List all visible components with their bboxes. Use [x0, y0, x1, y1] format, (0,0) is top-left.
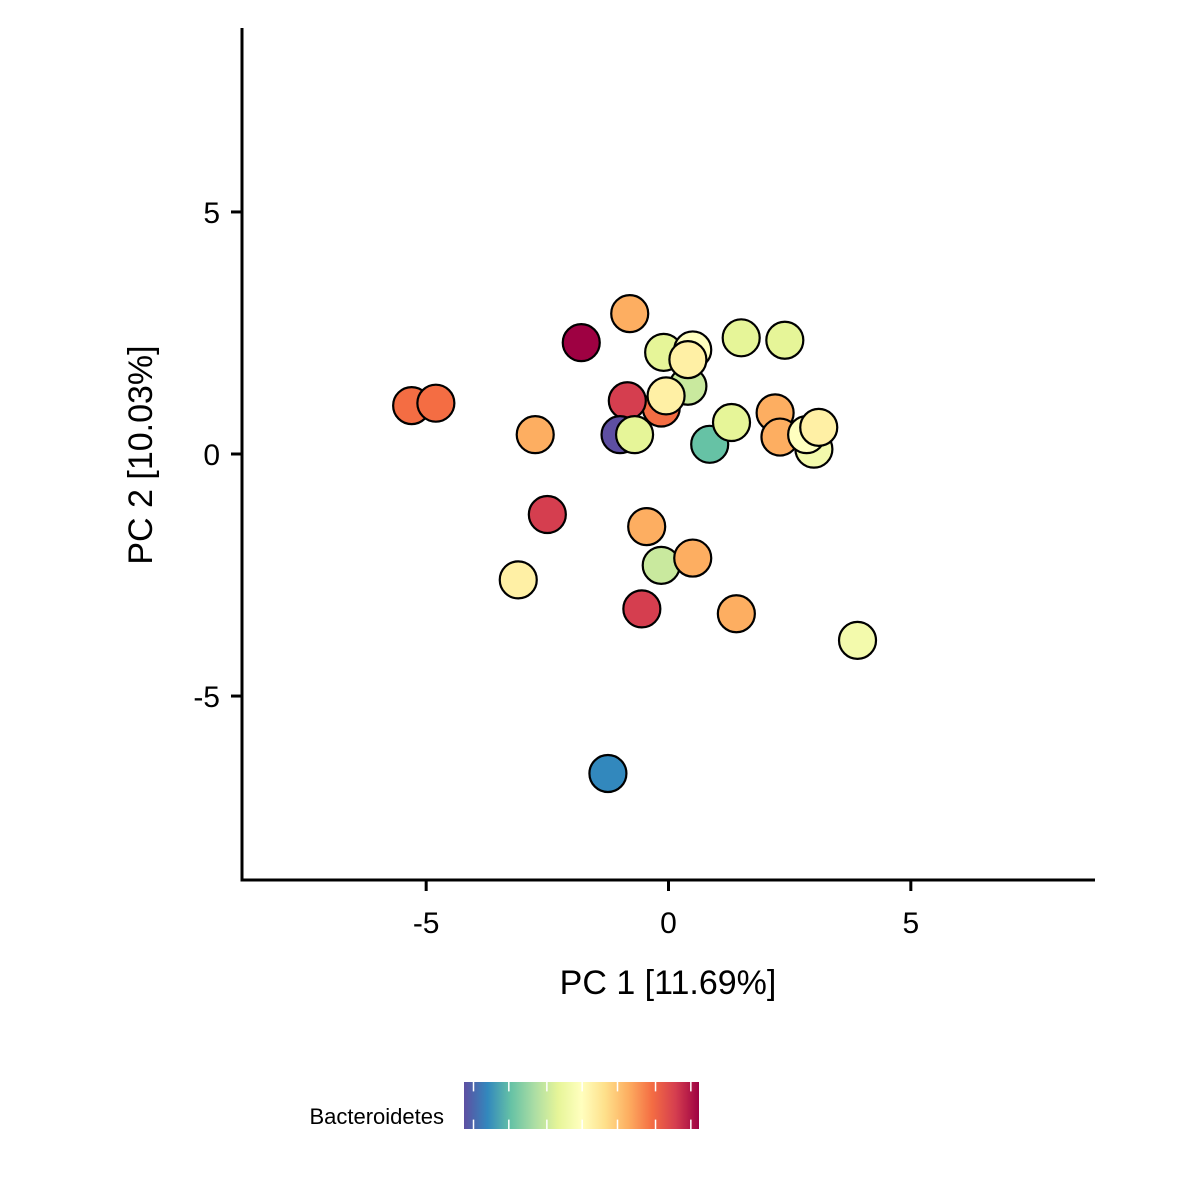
- data-point: [622, 589, 662, 629]
- y-tick-label: 0: [203, 439, 220, 472]
- plot-area: [392, 294, 878, 794]
- data-point: [515, 415, 555, 455]
- data-point: [837, 620, 878, 660]
- data-point: [607, 381, 647, 421]
- y-tick-label: 5: [203, 197, 220, 230]
- x-axis-ticks: -5 0 5: [413, 880, 919, 940]
- y-axis-title: PC 2 [10.03%]: [122, 345, 160, 564]
- data-point: [799, 407, 839, 447]
- x-tick-label: -5: [413, 907, 440, 940]
- data-point: [668, 340, 708, 380]
- data-point: [561, 323, 601, 363]
- data-point: [716, 594, 756, 634]
- x-axis-title: PC 1 [11.69%]: [560, 964, 777, 1002]
- data-point: [588, 753, 628, 794]
- data-point: [765, 320, 805, 360]
- x-tick-label: 5: [902, 907, 919, 940]
- data-point: [614, 415, 655, 455]
- data-point: [416, 383, 456, 423]
- legend-title: Bacteroidetes: [309, 1104, 444, 1129]
- colorbar-ticks: [472, 1082, 692, 1129]
- y-tick-label: -5: [193, 681, 220, 714]
- data-point: [627, 507, 667, 547]
- data-point: [498, 560, 538, 600]
- colorbar-legend: Bacteroidetes: [309, 1082, 699, 1129]
- data-point: [610, 294, 650, 334]
- data-point: [711, 402, 752, 443]
- x-tick-label: 0: [660, 907, 677, 940]
- data-point: [673, 538, 713, 578]
- data-point: [646, 376, 686, 416]
- data-point: [527, 494, 567, 535]
- y-axis-ticks: -5 0 5: [193, 197, 242, 714]
- data-point: [721, 318, 761, 358]
